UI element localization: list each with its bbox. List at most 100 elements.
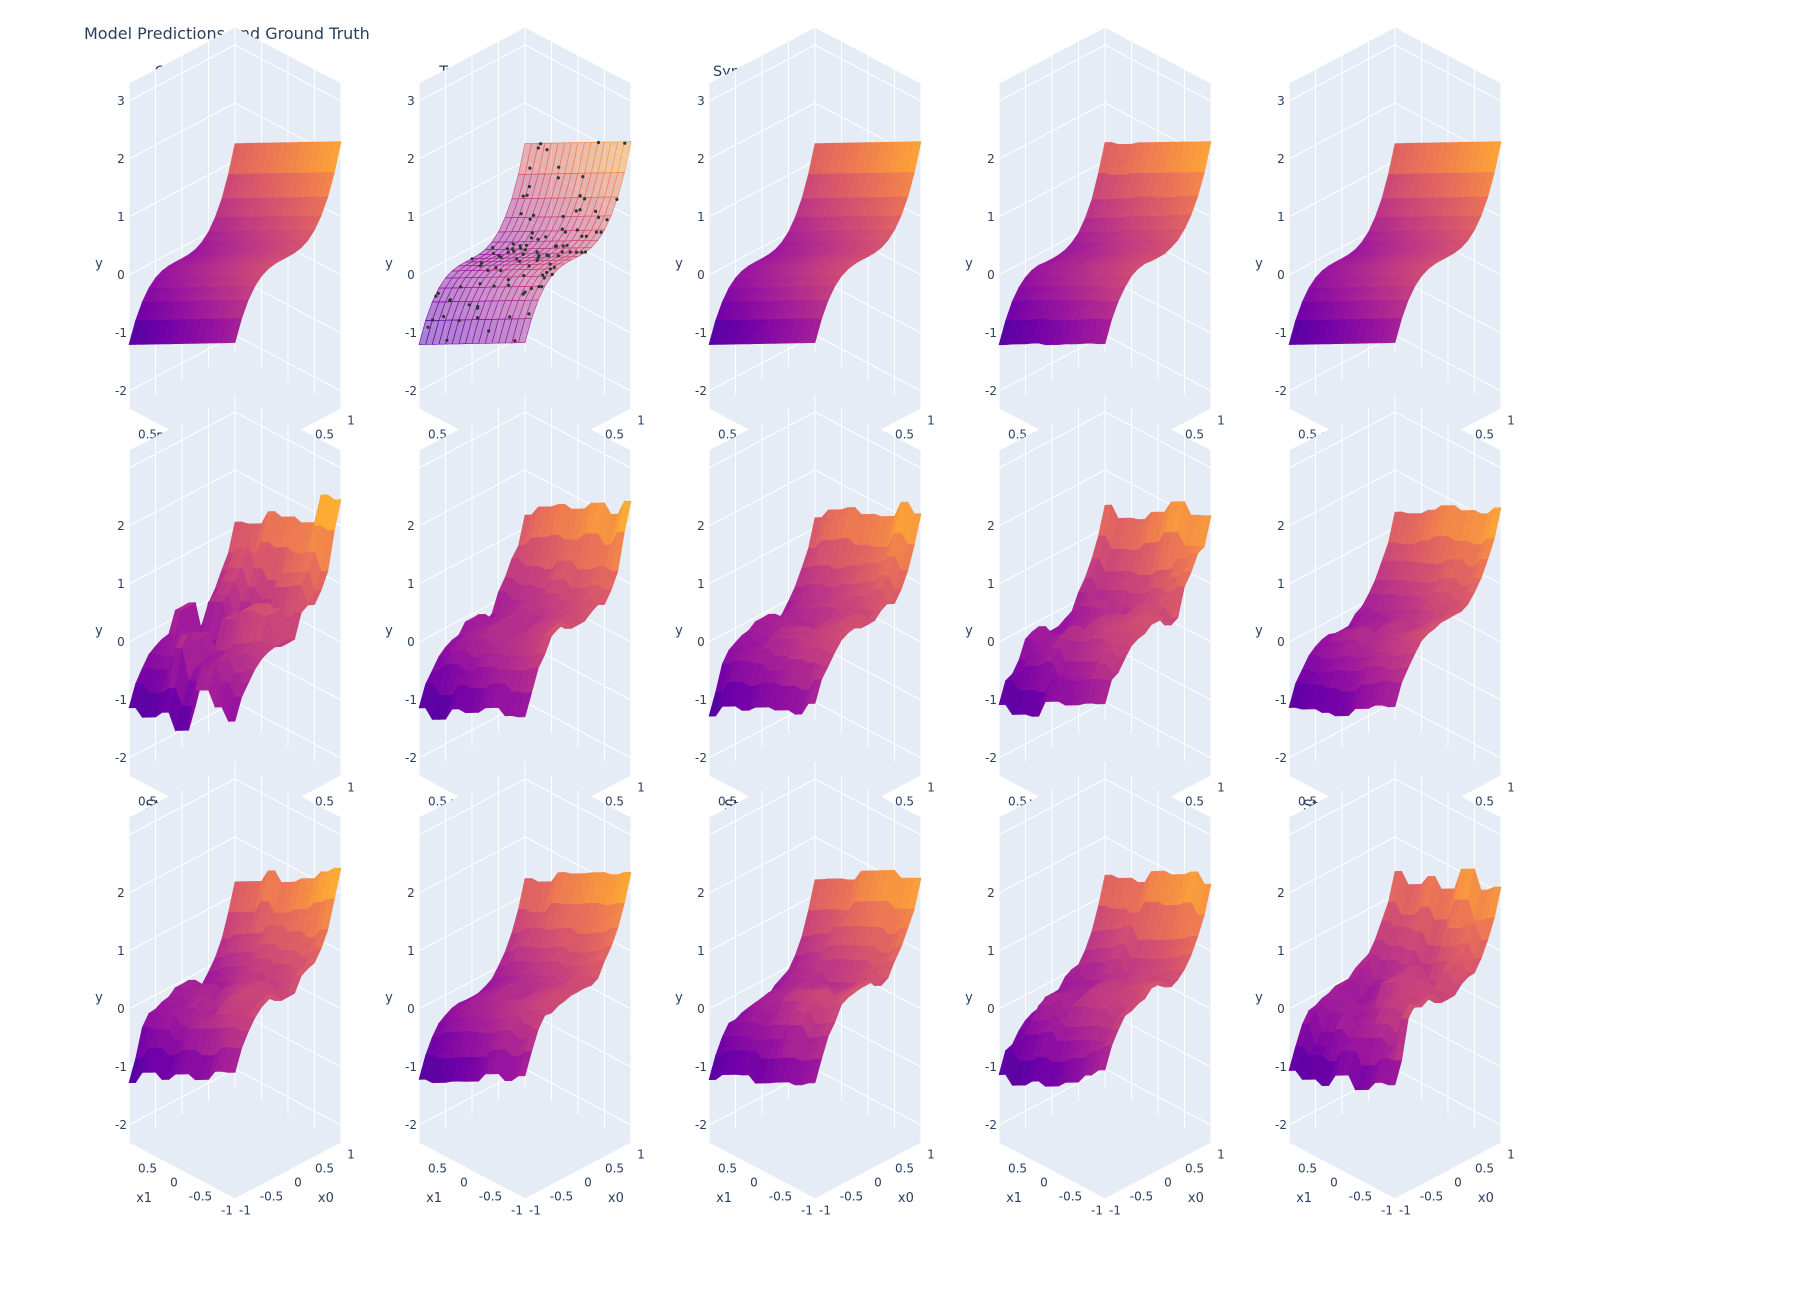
training-point: [541, 273, 545, 277]
training-point: [575, 228, 579, 232]
training-point: [499, 255, 503, 259]
x0-tick-label: 1: [1217, 780, 1225, 794]
z-tick-label: 3: [1277, 94, 1285, 108]
z-tick-label: 0: [1277, 635, 1285, 649]
subplot-vote-rf-xgb[interactable]: Vote_rf_xgb-2-1012y-1-0.500.5x1-1-0.500.…: [965, 761, 1225, 1218]
y-axis-title: y: [965, 256, 973, 271]
grid-line: [708, 469, 922, 527]
z-tick-label: -1: [985, 693, 997, 707]
z-tick-label: 1: [407, 577, 415, 591]
x0-tick-label: -0.5: [550, 1189, 573, 1203]
x0-tick-label: 1: [927, 780, 935, 794]
x0-tick-label: 0.5: [605, 427, 624, 441]
training-point: [478, 282, 482, 286]
surface-cell: [228, 696, 242, 722]
z-tick-label: -2: [115, 1118, 127, 1132]
x1-tick-label: -0.5: [1349, 1189, 1372, 1203]
grid-line: [418, 102, 632, 160]
subplot-stack-rf-gpr-rf[interactable]: Stack_rf_gpr__rf-2-1012y-1-0.500.5x1-1-0…: [675, 761, 935, 1218]
x0-tick-label: 1: [637, 413, 645, 427]
training-point: [536, 237, 540, 241]
training-point: [506, 278, 510, 282]
training-point: [521, 194, 525, 198]
z-tick-label: -1: [695, 693, 707, 707]
training-point: [508, 315, 512, 319]
z-tick-label: -2: [695, 384, 707, 398]
x1-axis-title: x1: [716, 1191, 732, 1206]
training-point: [521, 292, 525, 296]
x1-tick-label: 0.5: [718, 427, 737, 441]
y-axis-title: y: [1255, 990, 1263, 1005]
surface-cell: [518, 692, 532, 718]
y-axis-title: y: [95, 623, 103, 638]
z-tick-label: 0: [117, 1002, 125, 1016]
y-axis-title: y: [965, 623, 973, 638]
z-tick-label: 0: [117, 635, 125, 649]
subplot-stack-rf-svr-rf[interactable]: Stack_rf_svr__rf-2-1012y-1-0.500.5x1-1-0…: [95, 761, 355, 1218]
training-point: [521, 252, 525, 256]
training-point: [492, 284, 496, 288]
z-tick-label: 1: [987, 577, 995, 591]
y-axis-title: y: [385, 256, 393, 271]
x0-tick-label: 0: [1454, 1175, 1462, 1189]
x1-tick-label: 0.5: [428, 427, 447, 441]
x0-tick-label: 0: [584, 1175, 592, 1189]
training-point: [527, 185, 532, 189]
subplot-ground-truth[interactable]: Ground Truth-2-10123y-1-0.500.5x1-1-0.50…: [95, 27, 355, 484]
x0-tick-label: -1: [1109, 1203, 1121, 1217]
subplot-symbolicregressor[interactable]: SymbolicRegressor-2-10123y-1-0.500.5x1-1…: [675, 27, 935, 484]
training-point: [478, 264, 482, 268]
x1-tick-label: 0.5: [718, 794, 737, 808]
y-axis-title: y: [385, 990, 393, 1005]
x0-tick-label: 1: [637, 780, 645, 794]
training-point: [512, 249, 516, 253]
z-tick-label: -2: [985, 384, 997, 398]
subplot-vote-rf-svr[interactable]: Vote_rf_svr-2-1012y-1-0.500.5x1-1-0.500.…: [1255, 394, 1515, 851]
training-point: [556, 254, 560, 258]
x0-tick-label: -0.5: [1420, 1189, 1443, 1203]
z-tick-label: 3: [117, 94, 125, 108]
x0-tick-label: 0.5: [1185, 1161, 1204, 1175]
training-point: [623, 141, 627, 145]
training-point: [506, 250, 510, 254]
z-tick-label: 0: [987, 1002, 995, 1016]
training-point: [540, 285, 544, 289]
z-tick-label: -2: [115, 751, 127, 765]
x1-tick-label: 0.5: [1298, 1161, 1317, 1175]
z-tick-label: -2: [405, 384, 417, 398]
x0-tick-label: 0.5: [605, 1161, 624, 1175]
training-point: [535, 258, 539, 263]
training-point: [528, 166, 532, 170]
x0-tick-label: 0.5: [605, 794, 624, 808]
x0-tick-label: 0.5: [1475, 794, 1494, 808]
training-point: [459, 285, 463, 289]
z-tick-label: 0: [697, 1002, 705, 1016]
x0-tick-label: 1: [1507, 413, 1515, 427]
z-tick-label: 1: [407, 944, 415, 958]
x1-tick-label: -0.5: [1059, 1189, 1082, 1203]
x0-tick-label: 1: [347, 1147, 355, 1161]
z-tick-label: 0: [697, 268, 705, 282]
z-tick-label: 0: [697, 635, 705, 649]
training-point: [457, 319, 461, 323]
z-tick-label: 3: [697, 94, 705, 108]
subplot-stack-rf-xgb-rf[interactable]: Stack_rf_xgb__rf-2-1012y-1-0.500.5x1-1-0…: [1255, 761, 1515, 1218]
training-point: [524, 243, 529, 247]
x1-tick-label: -1: [221, 1203, 233, 1217]
x1-tick-label: -1: [1091, 1203, 1103, 1217]
training-point: [532, 213, 536, 217]
x1-tick-label: 0: [170, 1175, 178, 1189]
x1-axis-title: x1: [136, 1191, 152, 1206]
grid-line: [1288, 102, 1502, 160]
training-point: [544, 235, 548, 239]
training-point: [556, 176, 560, 180]
z-tick-label: 1: [987, 210, 995, 224]
x1-tick-label: 0.5: [138, 794, 157, 808]
z-tick-label: -1: [405, 1060, 417, 1074]
subplot-vote-rf-gpr[interactable]: Vote_rf_gpr-2-1012y-1-0.500.5x1-1-0.500.…: [385, 761, 645, 1218]
grid-line: [418, 160, 632, 218]
